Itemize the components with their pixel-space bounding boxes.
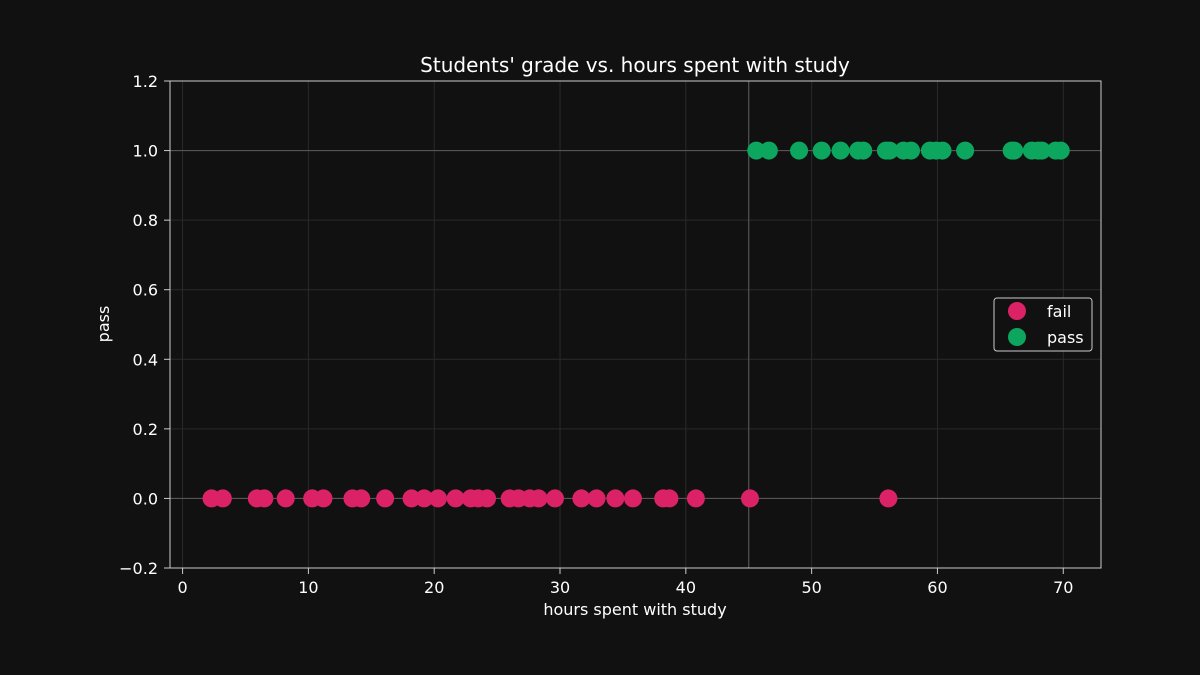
- legend-label-fail: fail: [1047, 302, 1071, 321]
- data-point-pass: [759, 141, 778, 160]
- chart-title: Students' grade vs. hours spent with stu…: [420, 53, 850, 77]
- data-point-pass: [1051, 141, 1070, 160]
- data-point-fail: [623, 489, 642, 508]
- y-axis-label: pass: [94, 306, 113, 343]
- data-point-fail: [402, 489, 421, 508]
- y-tick-label: 0.6: [133, 281, 158, 300]
- x-axis-ticks: 0 10 20 30 40 50 60 70: [177, 568, 1073, 597]
- x-tick-label: 40: [676, 578, 696, 597]
- y-tick-label: 0.0: [133, 489, 158, 508]
- data-point-pass: [831, 141, 850, 160]
- data-point-pass: [790, 141, 809, 160]
- data-point-pass: [902, 141, 921, 160]
- data-point-fail: [276, 489, 295, 508]
- data-point-fail: [686, 489, 705, 508]
- plot-frame: [169, 80, 1102, 569]
- data-point-pass: [956, 141, 975, 160]
- x-tick-label: 30: [550, 578, 570, 597]
- y-tick-label: 0.4: [133, 350, 158, 369]
- data-point-fail: [660, 489, 679, 508]
- y-tick-label: 1.0: [133, 142, 158, 161]
- x-tick-label: 50: [801, 578, 821, 597]
- data-point-fail: [529, 489, 548, 508]
- x-tick-label: 10: [298, 578, 318, 597]
- data-point-fail: [587, 489, 606, 508]
- data-point-fail: [314, 489, 333, 508]
- legend-marker-pass: [1008, 328, 1026, 346]
- data-point-fail: [478, 489, 497, 508]
- data-point-fail: [606, 489, 625, 508]
- data-point-fail: [352, 489, 371, 508]
- legend-marker-fail: [1008, 302, 1026, 320]
- data-point-fail: [376, 489, 395, 508]
- data-point-pass: [933, 141, 952, 160]
- data-point-fail: [545, 489, 564, 508]
- data-point-fail: [213, 489, 232, 508]
- y-tick-label: 1.2: [133, 72, 158, 91]
- y-tick-label: −0.2: [119, 559, 158, 578]
- data-point-fail: [879, 489, 898, 508]
- data-point-fail: [255, 489, 274, 508]
- data-point-fail: [740, 489, 759, 508]
- data-point-pass: [812, 141, 831, 160]
- y-axis-ticks: −0.2 0.0 0.2 0.4 0.6 0.8 1.0 1.2: [119, 72, 170, 578]
- data-point-fail: [572, 489, 591, 508]
- data-point-fail: [428, 489, 447, 508]
- data-point-pass: [854, 141, 873, 160]
- data-points: [202, 141, 1070, 508]
- data-point-fail: [446, 489, 465, 508]
- x-tick-label: 70: [1053, 578, 1073, 597]
- data-point-pass: [1032, 141, 1051, 160]
- data-point-pass: [747, 141, 766, 160]
- legend-label-pass: pass: [1047, 328, 1084, 347]
- legend: fail pass: [993, 297, 1093, 352]
- data-point-pass: [880, 141, 899, 160]
- y-tick-label: 0.2: [133, 420, 158, 439]
- data-point-pass: [1005, 141, 1024, 160]
- x-axis-label: hours spent with study: [543, 600, 726, 619]
- x-tick-label: 0: [177, 578, 187, 597]
- x-tick-label: 20: [424, 578, 444, 597]
- data-point-fail: [415, 489, 434, 508]
- y-tick-label: 0.8: [133, 211, 158, 230]
- x-tick-label: 60: [927, 578, 947, 597]
